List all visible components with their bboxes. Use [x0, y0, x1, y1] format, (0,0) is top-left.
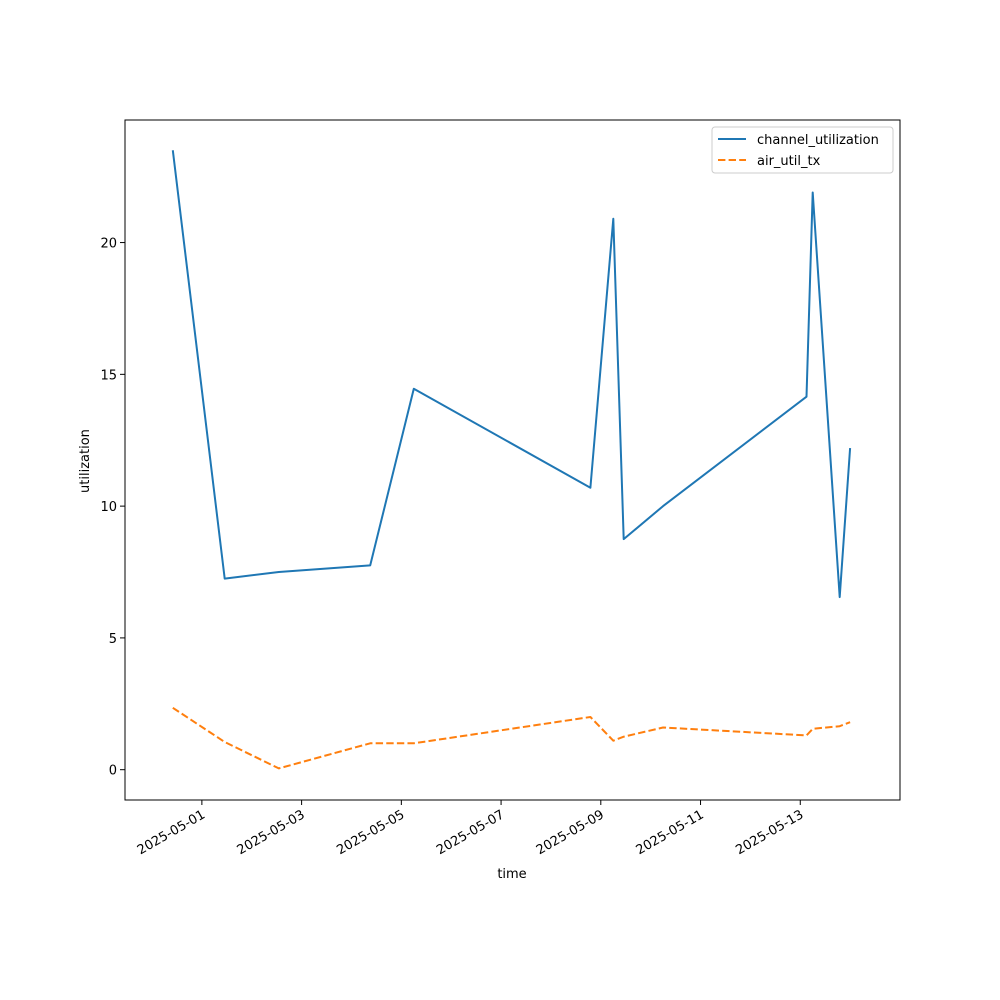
legend-box: [711, 126, 894, 174]
x-axis-label: time: [497, 867, 526, 882]
y-tick-label: 5: [109, 632, 117, 647]
y-axis-label: utilization: [78, 429, 93, 493]
y-tick-label: 0: [109, 764, 117, 779]
legend-label-air-util-tx: air_util_tx: [757, 154, 821, 169]
y-tick-label: 10: [100, 500, 117, 515]
y-tick-label: 15: [100, 368, 117, 383]
legend: channel_utilization air_util_tx: [711, 126, 894, 174]
series-layer: [171, 150, 852, 770]
y-axis: 0 5 10 15 20: [100, 237, 125, 779]
y-tick-label: 20: [100, 237, 117, 252]
series-line-channel-utilization: [171, 150, 852, 599]
series-line-air-util-tx: [172, 706, 851, 770]
legend-label-channel-utilization: channel_utilization: [757, 133, 879, 148]
plot-frame: [124, 119, 901, 801]
